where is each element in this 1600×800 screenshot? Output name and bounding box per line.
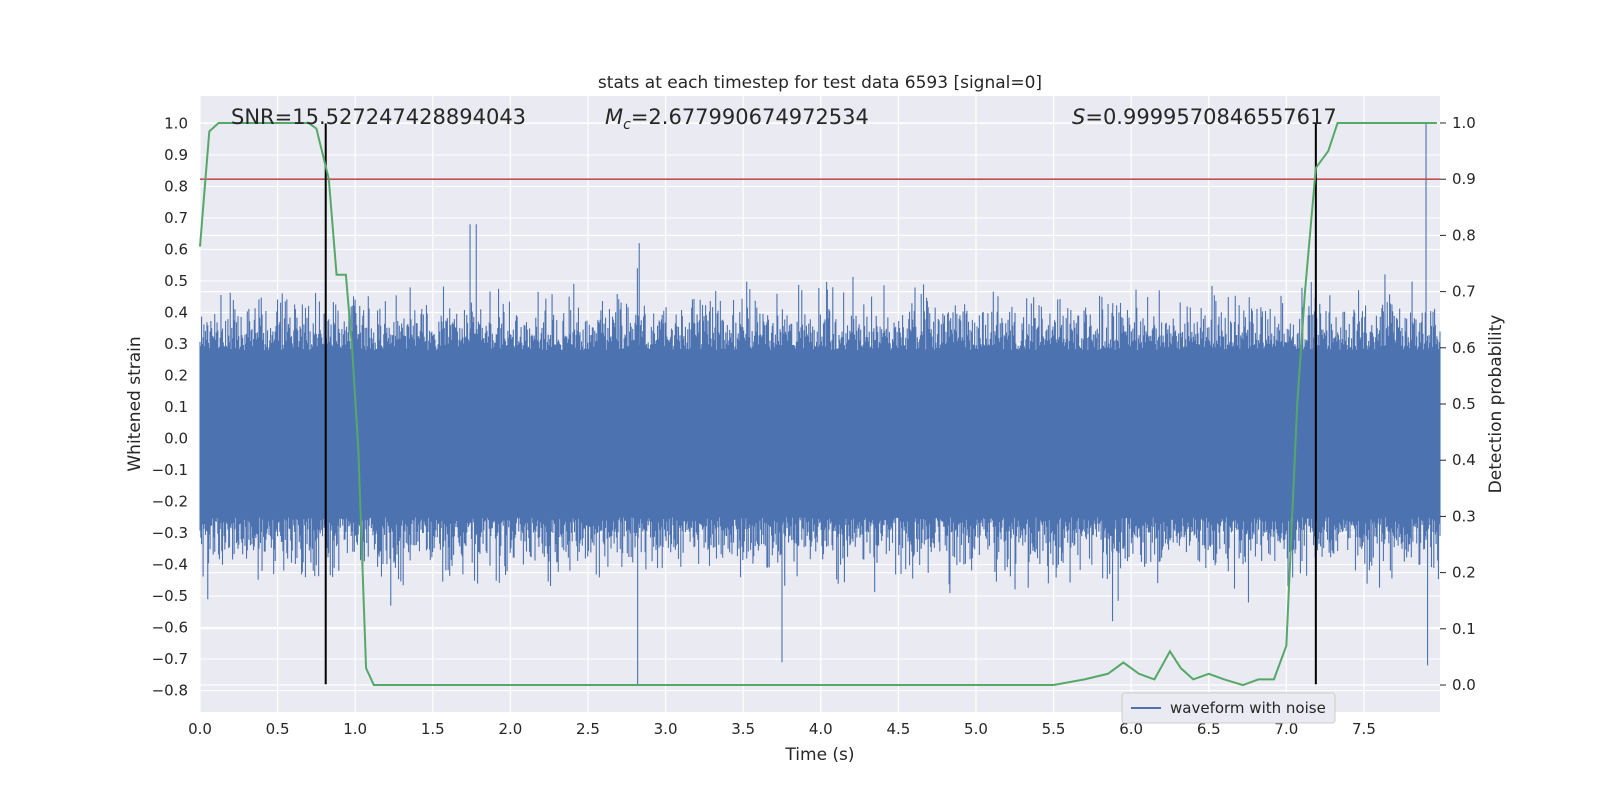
y-tick-label: −0.5: [152, 587, 188, 605]
y-tick-label: −0.1: [152, 461, 188, 479]
y-tick-label: 0.3: [164, 335, 188, 353]
y2-tick-label: 1.0: [1452, 114, 1476, 132]
x-tick-label: 5.0: [964, 720, 988, 738]
x-tick-label: 0.0: [188, 720, 212, 738]
x-tick-label: 4.0: [809, 720, 833, 738]
vertical-marker-lines: [324, 123, 1317, 685]
s-symbol: S: [1072, 105, 1085, 129]
x-tick-label: 2.0: [498, 720, 522, 738]
y2-tick-label: 0.5: [1452, 395, 1476, 413]
y2-tick-label: 0.2: [1452, 564, 1476, 582]
y-tick-label: 0.0: [164, 430, 188, 448]
y-tick-label: −0.8: [152, 682, 188, 700]
y-tick-label: −0.6: [152, 619, 188, 637]
x-axis-label: Time (s): [784, 745, 854, 765]
chirp-mass-value: =2.677990674972534: [631, 105, 869, 129]
chart-title: stats at each timestep for test data 659…: [598, 73, 1042, 93]
x-tick-label: 6.5: [1197, 720, 1221, 738]
y2-tick-label: 0.7: [1452, 283, 1476, 301]
y2-tick-label: 0.4: [1452, 451, 1476, 469]
y-tick-label: 0.2: [164, 366, 188, 384]
y-tick-label: 1.0: [164, 114, 188, 132]
y-tick-label: −0.2: [152, 493, 188, 511]
y2-tick-label: 0.3: [1452, 507, 1476, 525]
y-tick-label: 0.7: [164, 209, 188, 227]
x-ticks: 0.0 0.5 1.0 1.5 2.0 2.5 3.0 3.5 4.0 4.5 5.0 5.5 6.0 6…: [188, 720, 1376, 738]
y-tick-label: −0.4: [152, 556, 188, 574]
s-value: =0.9999570846557617: [1085, 105, 1336, 129]
y-tick-label: −0.3: [152, 524, 188, 542]
x-tick-label: 7.0: [1274, 720, 1298, 738]
x-tick-label: 3.5: [731, 720, 755, 738]
x-tick-label: 6.0: [1119, 720, 1143, 738]
y2-tick-label: 0.9: [1452, 170, 1476, 188]
x-tick-label: 3.0: [654, 720, 678, 738]
y-ticks: 1.0 0.9 0.8 0.7 0.6 0.5 0.4 0.3 0.2 0.1 0.0 −0.1 −0.…: [152, 114, 188, 699]
legend: waveform with noise: [1121, 692, 1336, 724]
y2-ticks: 1.0 0.9 0.8 0.7 0.6 0.5 0.4 0.3 0.2 0.1 0.0: [1440, 114, 1476, 694]
chirp-mass-annotation: Mc=2.677990674972534: [605, 105, 869, 133]
y2-tick-label: 0.6: [1452, 339, 1476, 357]
waveform-trace: [199, 123, 1441, 685]
chirp-mass-subscript: c: [623, 117, 631, 133]
x-tick-label: 2.5: [576, 720, 600, 738]
y-tick-label: 0.4: [164, 303, 188, 321]
y2-tick-label: 0.8: [1452, 226, 1476, 244]
x-tick-label: 5.5: [1042, 720, 1066, 738]
s-annotation: S=0.9999570846557617: [1072, 105, 1337, 129]
chirp-mass-symbol: M: [605, 105, 623, 129]
x-tick-label: 1.5: [421, 720, 445, 738]
y-tick-label: −0.7: [152, 650, 188, 668]
y2-axis-label: Detection probability: [1486, 315, 1506, 494]
y-tick-label: 0.1: [164, 398, 188, 416]
snr-prefix: SNR=: [231, 105, 292, 129]
x-tick-label: 7.5: [1352, 720, 1376, 738]
x-tick-label: 0.5: [266, 720, 290, 738]
y-tick-label: 0.8: [164, 177, 188, 195]
y2-tick-label: 0.1: [1452, 620, 1476, 638]
waveform-series: [199, 123, 1441, 685]
snr-annotation: SNR=15.527247428894043: [231, 105, 526, 129]
y-tick-label: 0.6: [164, 240, 188, 258]
legend-box: [1121, 692, 1336, 724]
y2-tick-label: 0.0: [1452, 676, 1476, 694]
x-tick-label: 1.0: [343, 720, 367, 738]
detection-probability-line: [199, 121, 1437, 687]
y-axis-label: Whitened strain: [125, 336, 145, 471]
y-tick-label: 0.9: [164, 146, 188, 164]
snr-value: 15.527247428894043: [292, 105, 526, 129]
y-tick-label: 0.5: [164, 272, 188, 290]
x-tick-label: 4.5: [886, 720, 910, 738]
legend-label-waveform: waveform with noise: [1170, 699, 1326, 717]
